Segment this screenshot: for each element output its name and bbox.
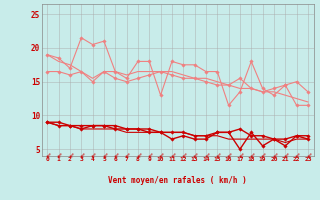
- Text: ↓: ↓: [145, 152, 154, 161]
- Text: ↓: ↓: [123, 152, 131, 161]
- Text: ↓: ↓: [168, 152, 176, 161]
- Text: ↓: ↓: [54, 152, 63, 161]
- Text: ↓: ↓: [202, 152, 210, 161]
- Text: ↓: ↓: [156, 152, 165, 161]
- Text: ↓: ↓: [213, 152, 221, 161]
- Text: ↓: ↓: [88, 152, 97, 161]
- Text: ↓: ↓: [179, 152, 188, 161]
- Text: ↓: ↓: [77, 152, 85, 161]
- Text: ↓: ↓: [292, 152, 301, 161]
- Text: ↓: ↓: [134, 152, 142, 161]
- Text: ↓: ↓: [43, 152, 52, 161]
- X-axis label: Vent moyen/en rafales ( km/h ): Vent moyen/en rafales ( km/h ): [108, 176, 247, 185]
- Text: ↓: ↓: [100, 152, 108, 161]
- Text: ↓: ↓: [281, 152, 290, 161]
- Text: ↓: ↓: [66, 152, 74, 161]
- Text: ↓: ↓: [224, 152, 233, 161]
- Text: ↓: ↓: [259, 152, 267, 161]
- Text: ↓: ↓: [190, 152, 199, 161]
- Text: ↓: ↓: [236, 152, 244, 161]
- Text: ↓: ↓: [270, 152, 278, 161]
- Text: ↓: ↓: [304, 152, 312, 161]
- Text: ↓: ↓: [111, 152, 119, 161]
- Text: ↓: ↓: [247, 152, 255, 161]
